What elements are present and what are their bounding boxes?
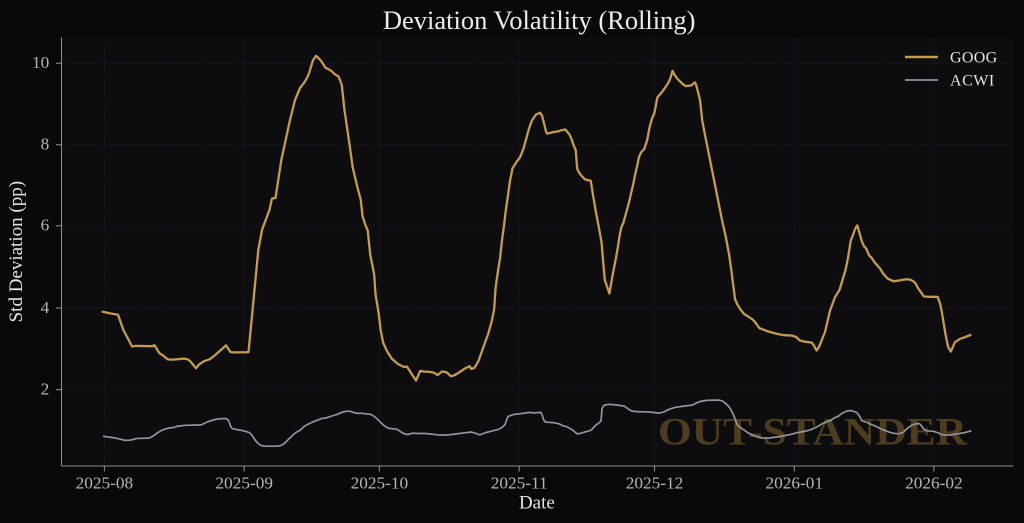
svg-text:2: 2 (41, 380, 50, 399)
svg-text:2026-01: 2026-01 (765, 474, 823, 493)
svg-text:Deviation Volatility (Rolling): Deviation Volatility (Rolling) (383, 6, 696, 35)
svg-text:ACWI: ACWI (950, 73, 994, 90)
svg-text:GOOG: GOOG (950, 50, 998, 67)
svg-text:2025-11: 2025-11 (491, 474, 548, 493)
svg-text:Date: Date (519, 493, 555, 514)
svg-text:2025-09: 2025-09 (215, 474, 273, 493)
svg-text:6: 6 (41, 216, 50, 235)
svg-text:Std Deviation (pp): Std Deviation (pp) (6, 181, 27, 322)
svg-text:8: 8 (41, 135, 50, 154)
svg-text:OUT-STANDER: OUT-STANDER (658, 409, 968, 453)
svg-text:4: 4 (41, 298, 50, 317)
svg-text:2025-08: 2025-08 (76, 474, 134, 493)
svg-text:2025-10: 2025-10 (351, 474, 409, 493)
svg-text:2026-02: 2026-02 (905, 474, 963, 493)
svg-text:2025-12: 2025-12 (626, 474, 684, 493)
svg-text:10: 10 (32, 53, 49, 72)
